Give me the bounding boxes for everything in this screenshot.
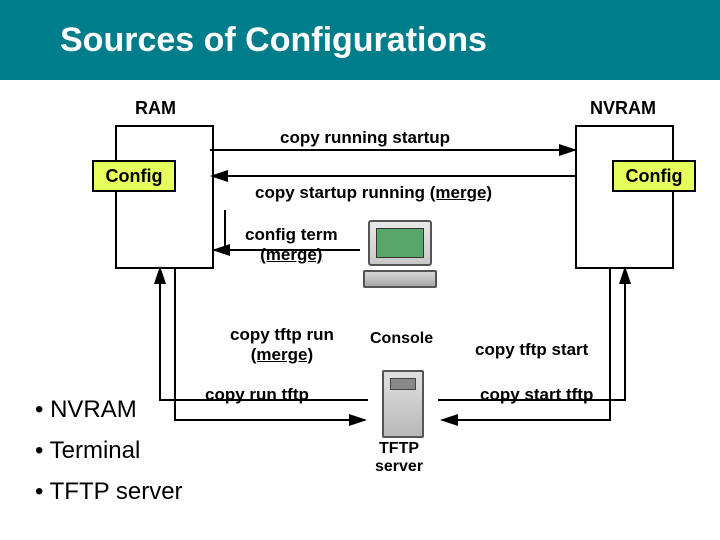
console-label: Console	[370, 330, 433, 348]
cmd-copy-tftp-start: copy tftp start	[475, 340, 588, 360]
ram-label: RAM	[135, 98, 176, 119]
page-title: Sources of Configurations	[60, 21, 487, 60]
nvram-config-box: Config	[612, 160, 696, 192]
bullet-nvram: NVRAM	[35, 390, 183, 431]
cmd-copy-run-tftp: copy run tftp	[205, 385, 309, 405]
tftp-label: TFTP server	[375, 440, 423, 475]
ram-box	[115, 125, 214, 269]
console-device	[360, 220, 440, 290]
ram-config-box: Config	[92, 160, 176, 192]
nvram-box	[575, 125, 674, 269]
bullet-list: NVRAM Terminal TFTP server	[35, 390, 183, 512]
nvram-label: NVRAM	[590, 98, 656, 119]
cmd-copy-running-startup: copy running startup	[280, 128, 450, 148]
cmd-copy-tftp-run: copy tftp run(merge)	[230, 325, 334, 364]
cmd-copy-startup-running: copy startup running (merge)	[255, 183, 492, 203]
cmd-config-term: config term(merge)	[245, 225, 338, 264]
bullet-terminal: Terminal	[35, 431, 183, 472]
cmd-copy-start-tftp: copy start tftp	[480, 385, 593, 405]
title-band: Sources of Configurations	[0, 0, 720, 80]
bullet-tftp: TFTP server	[35, 472, 183, 513]
diagram-canvas: RAM Config NVRAM Config Console TFTP ser…	[0, 80, 720, 540]
tftp-device	[368, 370, 438, 438]
